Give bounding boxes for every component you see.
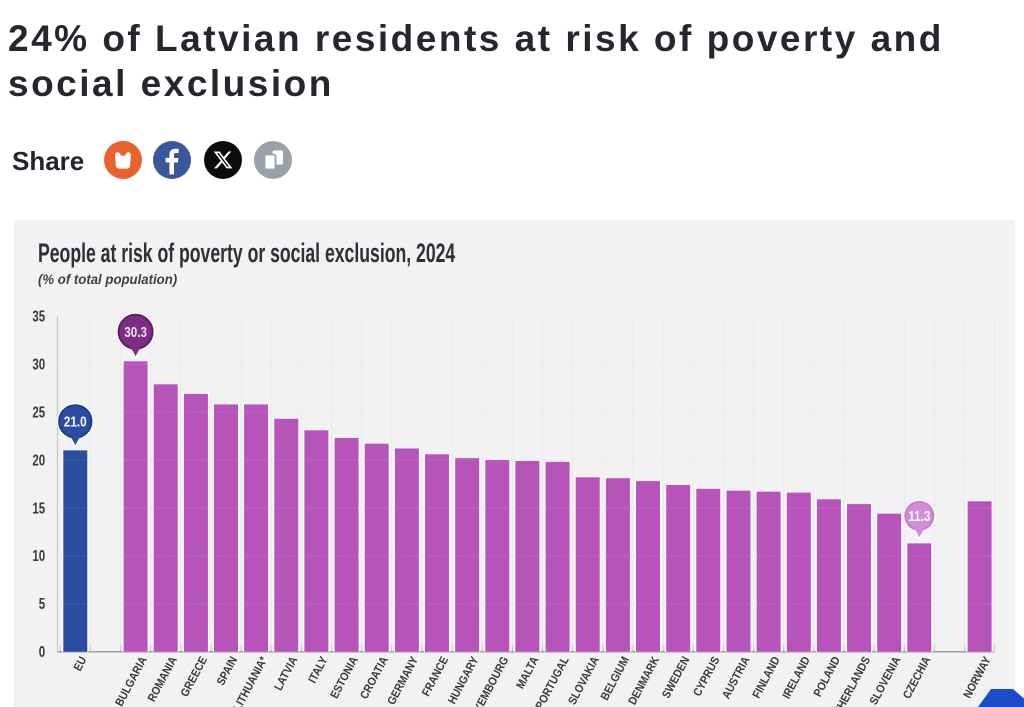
- svg-text:CYPRUS: CYPRUS: [691, 655, 722, 699]
- svg-text:ROMANIA: ROMANIA: [146, 655, 180, 704]
- svg-text:BULGARIA: BULGARIA: [113, 655, 150, 707]
- svg-text:35: 35: [32, 307, 45, 325]
- svg-text:25: 25: [32, 402, 45, 420]
- svg-text:30: 30: [32, 354, 45, 372]
- svg-text:0: 0: [39, 642, 46, 660]
- svg-text:MALTA: MALTA: [514, 655, 541, 691]
- svg-text:LATVIA: LATVIA: [272, 655, 300, 693]
- svg-text:BELGIUM: BELGIUM: [599, 655, 633, 703]
- svg-text:11.3: 11.3: [908, 508, 930, 525]
- svg-text:CZECHIA: CZECHIA: [901, 655, 934, 701]
- svg-text:FINLAND: FINLAND: [750, 655, 782, 701]
- svg-text:DENMARK: DENMARK: [626, 655, 662, 707]
- svg-text:EU: EU: [72, 655, 90, 674]
- svg-text:ESTONIA: ESTONIA: [328, 655, 361, 701]
- svg-text:SLOVAKIA: SLOVAKIA: [566, 655, 602, 707]
- svg-text:IRELAND: IRELAND: [780, 655, 813, 701]
- svg-text:NORWAY: NORWAY: [961, 654, 994, 700]
- svg-text:SPAIN: SPAIN: [215, 655, 241, 688]
- svg-text:AUSTRIA: AUSTRIA: [720, 655, 753, 701]
- svg-text:SLOVENIA: SLOVENIA: [868, 655, 904, 707]
- svg-text:GERMANY: GERMANY: [385, 654, 421, 707]
- svg-text:POLAND: POLAND: [812, 655, 844, 699]
- svg-text:30.3: 30.3: [124, 324, 147, 341]
- svg-text:20: 20: [32, 450, 45, 468]
- svg-text:15: 15: [32, 498, 45, 516]
- svg-text:GREECE: GREECE: [179, 655, 211, 699]
- svg-text:FRANCE: FRANCE: [420, 655, 451, 699]
- svg-text:10: 10: [32, 546, 45, 564]
- svg-text:ITALY: ITALY: [306, 654, 331, 685]
- svg-text:SWEDEN: SWEDEN: [660, 655, 692, 701]
- svg-text:5: 5: [39, 594, 46, 612]
- svg-text:CROATIA: CROATIA: [358, 655, 391, 702]
- svg-text:21.0: 21.0: [64, 413, 87, 430]
